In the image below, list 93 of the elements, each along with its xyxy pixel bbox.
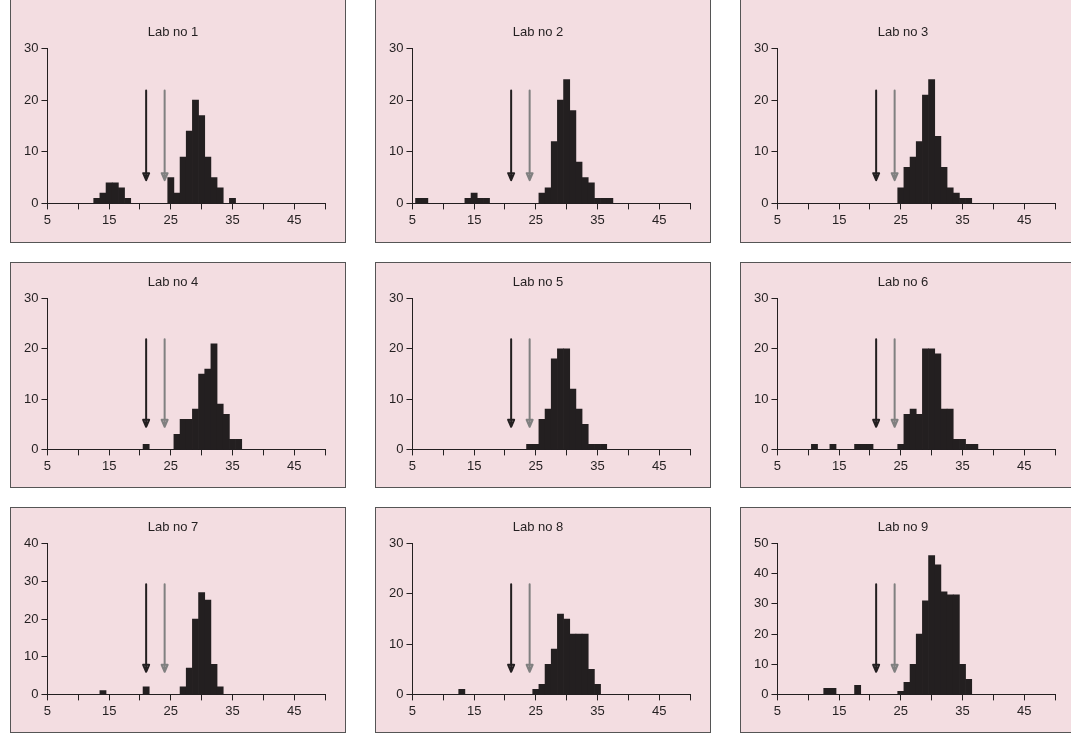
x-tick-label: 25 <box>163 457 179 473</box>
chart-title: Lab no 1 <box>147 24 199 40</box>
x-tick-label: 45 <box>1016 211 1032 227</box>
x-tick-label: 15 <box>466 457 482 473</box>
y-tick-label: 20 <box>388 91 404 107</box>
y-tick-label: 30 <box>23 40 39 56</box>
x-tick-label: 5 <box>43 702 52 718</box>
y-tick-label: 40 <box>753 565 769 581</box>
y-tick-label: 30 <box>388 290 404 306</box>
x-tick-label: 35 <box>590 211 605 227</box>
y-tick-label: 0 <box>396 440 404 456</box>
x-tick-label: 35 <box>225 211 240 227</box>
x-tick-label: 5 <box>43 211 52 227</box>
y-tick-label: 0 <box>31 685 39 701</box>
y-tick-label: 10 <box>753 390 769 406</box>
x-tick-label: 45 <box>1016 702 1032 718</box>
y-tick-label: 30 <box>753 595 769 611</box>
y-tick-label: 20 <box>753 91 769 107</box>
y-tick-label: 30 <box>753 290 769 306</box>
x-tick-label: 25 <box>528 457 544 473</box>
y-tick-label: 20 <box>23 610 39 626</box>
x-tick-label: 35 <box>590 702 605 718</box>
y-tick-label: 20 <box>23 340 39 356</box>
chart-title: Lab no 4 <box>147 274 199 290</box>
x-tick-label: 45 <box>286 457 302 473</box>
y-tick-label: 0 <box>396 194 404 210</box>
y-tick-label: 30 <box>23 290 39 306</box>
y-tick-label: 30 <box>388 535 404 551</box>
y-tick-label: 10 <box>23 390 39 406</box>
x-tick-label: 5 <box>408 211 417 227</box>
x-tick-label: 35 <box>590 457 605 473</box>
x-tick-label: 25 <box>163 211 179 227</box>
x-tick-label: 5 <box>43 457 52 473</box>
x-tick-label: 45 <box>651 211 667 227</box>
y-tick-label: 0 <box>761 194 769 210</box>
y-tick-label: 10 <box>753 655 769 671</box>
y-tick-label: 20 <box>388 585 404 601</box>
y-tick-label: 10 <box>388 143 404 159</box>
y-tick-label: 10 <box>23 648 39 664</box>
y-tick-label: 20 <box>753 340 769 356</box>
x-tick-label: 35 <box>955 702 970 718</box>
x-tick-label: 15 <box>101 457 117 473</box>
x-tick-label: 35 <box>225 702 240 718</box>
y-tick-label: 30 <box>23 572 39 588</box>
x-tick-label: 25 <box>528 702 544 718</box>
chart-title: Lab no 7 <box>147 519 199 535</box>
y-tick-label: 10 <box>388 390 404 406</box>
y-tick-label: 20 <box>23 91 39 107</box>
x-tick-label: 15 <box>466 211 482 227</box>
chart-title: Lab no 3 <box>877 24 929 40</box>
y-tick-label: 10 <box>753 143 769 159</box>
x-tick-label: 15 <box>831 211 847 227</box>
y-tick-label: 0 <box>31 440 39 456</box>
x-tick-label: 25 <box>893 702 909 718</box>
x-tick-label: 15 <box>466 702 482 718</box>
y-tick-label: 0 <box>396 685 404 701</box>
x-tick-label: 25 <box>893 457 909 473</box>
x-tick-label: 5 <box>773 702 782 718</box>
y-tick-label: 0 <box>761 685 769 701</box>
y-tick-label: 10 <box>388 635 404 651</box>
chart-title: Lab no 5 <box>512 274 564 290</box>
y-tick-label: 30 <box>388 40 404 56</box>
chart-title: Lab no 9 <box>877 519 929 535</box>
y-tick-label: 40 <box>23 535 39 551</box>
x-tick-label: 25 <box>893 211 909 227</box>
x-tick-label: 5 <box>408 457 417 473</box>
x-tick-label: 5 <box>773 211 782 227</box>
y-tick-label: 10 <box>23 143 39 159</box>
chart-title: Lab no 2 <box>512 24 564 40</box>
y-tick-label: 50 <box>753 535 769 551</box>
x-tick-label: 35 <box>955 211 970 227</box>
x-tick-label: 45 <box>651 457 667 473</box>
chart-title: Lab no 8 <box>512 519 564 535</box>
x-tick-label: 15 <box>831 702 847 718</box>
x-tick-label: 45 <box>1016 457 1032 473</box>
x-tick-label: 25 <box>528 211 544 227</box>
x-tick-label: 15 <box>101 211 117 227</box>
x-tick-label: 15 <box>101 702 117 718</box>
x-tick-label: 45 <box>286 702 302 718</box>
x-tick-label: 35 <box>955 457 970 473</box>
x-tick-label: 35 <box>225 457 240 473</box>
x-tick-label: 5 <box>408 702 417 718</box>
y-tick-label: 0 <box>31 194 39 210</box>
chart-title: Lab no 6 <box>877 274 929 290</box>
x-tick-label: 45 <box>651 702 667 718</box>
x-tick-label: 25 <box>163 702 179 718</box>
x-tick-label: 45 <box>286 211 302 227</box>
y-tick-label: 0 <box>761 440 769 456</box>
x-tick-label: 15 <box>831 457 847 473</box>
x-tick-label: 5 <box>773 457 782 473</box>
y-tick-label: 30 <box>753 40 769 56</box>
y-tick-label: 20 <box>388 340 404 356</box>
y-tick-label: 20 <box>753 625 769 641</box>
